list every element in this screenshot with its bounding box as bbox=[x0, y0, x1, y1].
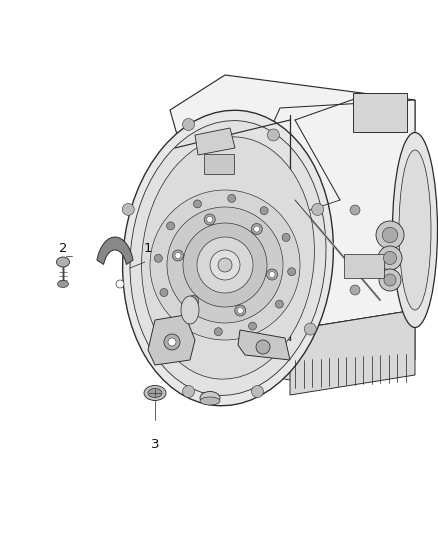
Circle shape bbox=[254, 226, 260, 232]
Ellipse shape bbox=[130, 120, 326, 395]
Circle shape bbox=[207, 216, 213, 222]
Circle shape bbox=[237, 308, 243, 313]
Circle shape bbox=[166, 222, 175, 230]
Ellipse shape bbox=[200, 397, 220, 405]
Polygon shape bbox=[238, 330, 290, 360]
Circle shape bbox=[173, 250, 184, 261]
Circle shape bbox=[167, 207, 283, 323]
Circle shape bbox=[218, 258, 232, 272]
Polygon shape bbox=[195, 128, 235, 155]
Circle shape bbox=[122, 204, 134, 215]
Polygon shape bbox=[175, 310, 415, 380]
Circle shape bbox=[204, 214, 215, 225]
FancyBboxPatch shape bbox=[204, 154, 234, 174]
Circle shape bbox=[197, 237, 253, 293]
Polygon shape bbox=[97, 237, 133, 264]
Circle shape bbox=[376, 221, 404, 249]
Circle shape bbox=[384, 274, 396, 286]
Circle shape bbox=[214, 328, 223, 336]
Text: 3: 3 bbox=[151, 439, 159, 451]
Circle shape bbox=[382, 227, 398, 243]
Circle shape bbox=[267, 269, 278, 280]
Circle shape bbox=[188, 295, 199, 306]
Circle shape bbox=[260, 207, 268, 215]
Text: 2: 2 bbox=[59, 241, 67, 254]
Ellipse shape bbox=[392, 133, 438, 327]
Circle shape bbox=[379, 269, 401, 291]
Polygon shape bbox=[148, 315, 195, 365]
Circle shape bbox=[160, 288, 168, 296]
Circle shape bbox=[282, 233, 290, 241]
Circle shape bbox=[175, 253, 181, 259]
Circle shape bbox=[183, 223, 267, 307]
Circle shape bbox=[164, 334, 180, 350]
Circle shape bbox=[350, 285, 360, 295]
Ellipse shape bbox=[144, 385, 166, 400]
Circle shape bbox=[182, 316, 190, 324]
Circle shape bbox=[256, 340, 270, 354]
Ellipse shape bbox=[200, 392, 220, 405]
Polygon shape bbox=[170, 75, 415, 145]
Ellipse shape bbox=[57, 257, 70, 267]
Circle shape bbox=[312, 204, 324, 215]
Ellipse shape bbox=[123, 110, 333, 406]
Circle shape bbox=[383, 252, 396, 264]
Circle shape bbox=[154, 254, 162, 262]
Circle shape bbox=[194, 200, 201, 208]
Ellipse shape bbox=[141, 137, 314, 379]
Circle shape bbox=[288, 268, 296, 276]
FancyBboxPatch shape bbox=[344, 254, 384, 278]
Circle shape bbox=[268, 129, 279, 141]
Circle shape bbox=[190, 298, 196, 304]
Ellipse shape bbox=[181, 296, 199, 324]
Circle shape bbox=[269, 271, 275, 278]
Circle shape bbox=[150, 190, 300, 340]
Ellipse shape bbox=[399, 150, 431, 310]
Circle shape bbox=[228, 195, 236, 203]
Circle shape bbox=[183, 385, 194, 398]
Circle shape bbox=[210, 250, 240, 280]
Circle shape bbox=[116, 280, 124, 288]
Ellipse shape bbox=[57, 280, 68, 287]
Circle shape bbox=[350, 205, 360, 215]
FancyBboxPatch shape bbox=[353, 93, 407, 132]
Circle shape bbox=[378, 246, 402, 270]
Polygon shape bbox=[290, 310, 415, 395]
Circle shape bbox=[235, 305, 246, 316]
Circle shape bbox=[183, 118, 194, 131]
Circle shape bbox=[248, 322, 257, 330]
Circle shape bbox=[251, 385, 264, 398]
Circle shape bbox=[251, 223, 262, 235]
Circle shape bbox=[168, 338, 176, 346]
Circle shape bbox=[304, 323, 316, 335]
Text: 1: 1 bbox=[144, 241, 152, 254]
Polygon shape bbox=[270, 100, 415, 330]
Circle shape bbox=[276, 300, 283, 308]
Ellipse shape bbox=[148, 389, 162, 398]
